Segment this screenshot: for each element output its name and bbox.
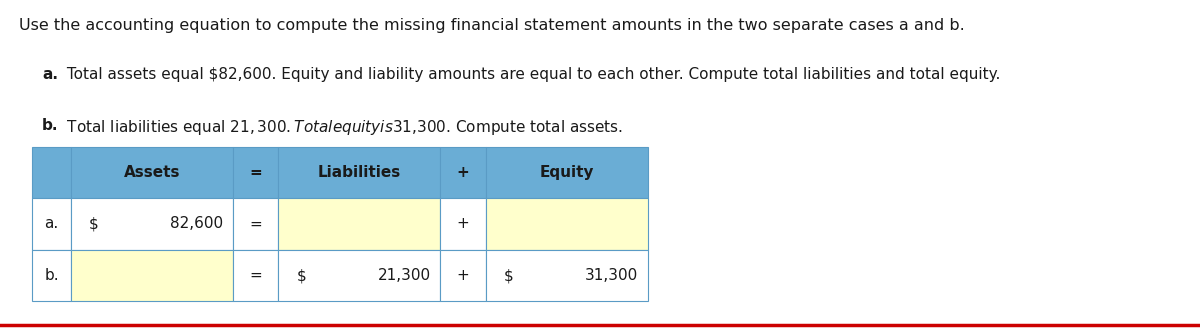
- Bar: [32, 250, 71, 301]
- Text: Equity: Equity: [540, 165, 594, 180]
- Text: b.: b.: [42, 118, 59, 133]
- Bar: [440, 250, 486, 301]
- Bar: [440, 147, 486, 198]
- Bar: [486, 147, 648, 198]
- Text: b.: b.: [44, 268, 59, 283]
- Bar: [233, 198, 278, 250]
- Text: $: $: [296, 268, 306, 283]
- Bar: [32, 147, 71, 198]
- Bar: [233, 250, 278, 301]
- Text: Liabilities: Liabilities: [318, 165, 401, 180]
- Bar: [32, 198, 71, 250]
- Text: +: +: [457, 268, 469, 283]
- Text: Total liabilities equal $21,300. Total equity is $31,300. Compute total assets.: Total liabilities equal $21,300. Total e…: [62, 118, 624, 137]
- Bar: [233, 147, 278, 198]
- Bar: [278, 198, 440, 250]
- Text: $: $: [89, 216, 98, 231]
- Bar: [71, 250, 233, 301]
- Text: =: =: [250, 165, 262, 180]
- Text: Use the accounting equation to compute the missing financial statement amounts i: Use the accounting equation to compute t…: [19, 18, 965, 33]
- Text: 82,600: 82,600: [170, 216, 223, 231]
- Text: $: $: [504, 268, 514, 283]
- Text: Total assets equal $82,600. Equity and liability amounts are equal to each other: Total assets equal $82,600. Equity and l…: [62, 67, 1001, 82]
- Text: =: =: [250, 268, 262, 283]
- Bar: [486, 250, 648, 301]
- Text: +: +: [457, 165, 469, 180]
- Bar: [278, 147, 440, 198]
- Text: +: +: [457, 216, 469, 231]
- Text: 31,300: 31,300: [586, 268, 638, 283]
- Bar: [278, 250, 440, 301]
- Text: 21,300: 21,300: [378, 268, 431, 283]
- Bar: [71, 147, 233, 198]
- Text: a.: a.: [42, 67, 58, 82]
- Bar: [71, 198, 233, 250]
- Text: a.: a.: [44, 216, 59, 231]
- Bar: [486, 198, 648, 250]
- Bar: [440, 198, 486, 250]
- Text: =: =: [250, 216, 262, 231]
- Text: Assets: Assets: [124, 165, 180, 180]
